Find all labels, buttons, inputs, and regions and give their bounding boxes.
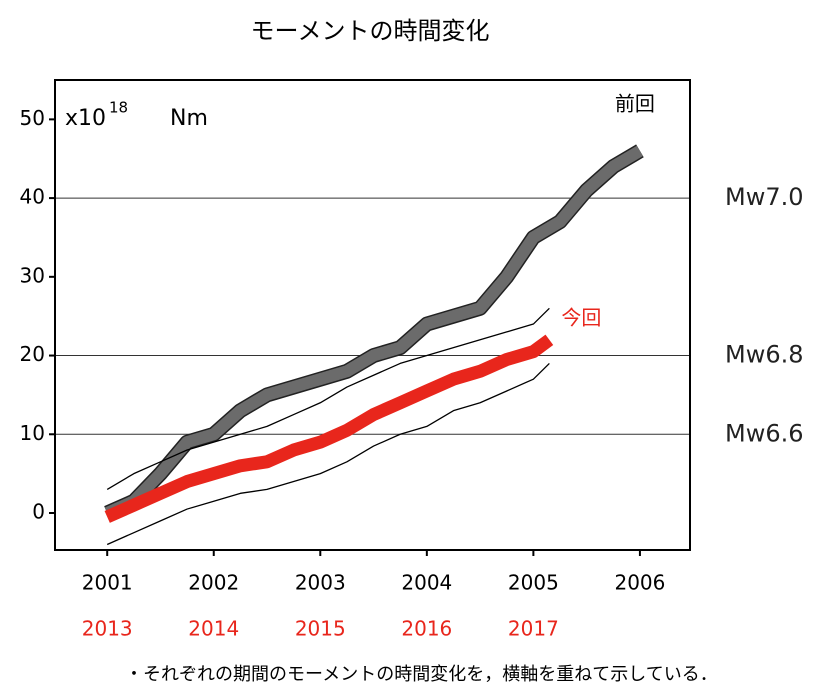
x-tick-label: 2004 xyxy=(401,571,452,595)
x2-tick-label: 2017 xyxy=(508,617,559,641)
series-band-edge xyxy=(104,144,644,520)
unit-base: x10 xyxy=(65,106,106,131)
plot-frame xyxy=(54,79,691,551)
y-tick-label: 20 xyxy=(20,342,45,366)
x2-tick-label: 2014 xyxy=(188,617,239,641)
y-tick-label: 40 xyxy=(20,185,45,209)
footnote: ・それぞれの期間のモーメントの時間変化を，横軸を重ねて示している． xyxy=(125,664,718,685)
chart-title: モーメントの時間変化 xyxy=(250,17,489,45)
y-tick-label: 50 xyxy=(20,106,45,130)
x2-tick-label: 2013 xyxy=(82,617,133,641)
y-tick-label: 30 xyxy=(20,263,45,287)
x-tick-label: 2001 xyxy=(82,571,133,595)
reference-label: Mw6.6 xyxy=(725,419,804,447)
series-line xyxy=(104,334,554,523)
reference-label: Mw6.8 xyxy=(725,341,804,369)
x-tick-label: 2005 xyxy=(508,571,559,595)
y-tick-label: 0 xyxy=(32,499,45,523)
series-label: 前回 xyxy=(615,92,655,116)
unit-exponent: 18 xyxy=(109,99,128,117)
unit-label: Nm xyxy=(170,106,208,131)
x-tick-label: 2002 xyxy=(188,571,239,595)
lower-bound xyxy=(106,362,550,546)
x-tick-label: 2006 xyxy=(614,571,665,595)
reference-label: Mw7.0 xyxy=(725,183,804,211)
x2-tick-label: 2016 xyxy=(401,617,452,641)
x-tick-label: 2003 xyxy=(295,571,346,595)
x2-tick-label: 2015 xyxy=(295,617,346,641)
series-line xyxy=(104,145,643,519)
series-label: 今回 xyxy=(561,305,601,329)
y-tick-label: 10 xyxy=(20,421,45,445)
upper-bound xyxy=(106,307,550,490)
